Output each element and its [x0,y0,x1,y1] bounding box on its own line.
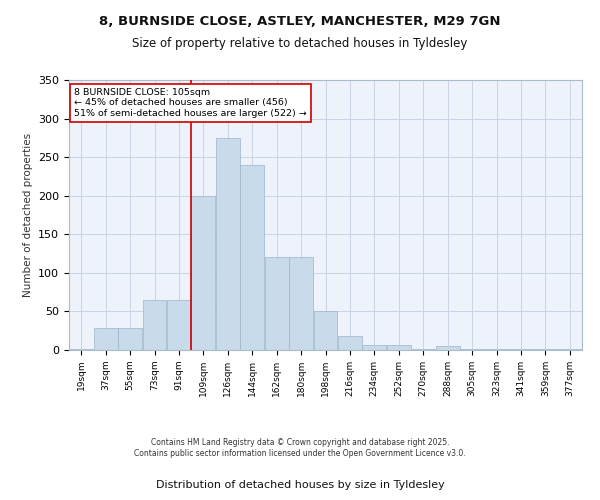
Bar [216,138,240,350]
Bar [485,349,508,350]
Bar [558,349,582,350]
Bar [411,349,435,350]
Bar [533,349,557,350]
Y-axis label: Number of detached properties: Number of detached properties [23,133,32,297]
Bar [191,196,215,350]
Bar [338,336,362,350]
Bar [436,346,460,350]
Bar [314,312,337,350]
Text: Distribution of detached houses by size in Tyldesley: Distribution of detached houses by size … [155,480,445,490]
Bar [460,349,484,350]
Bar [167,300,191,350]
Bar [94,328,118,350]
Bar [509,349,533,350]
Text: Size of property relative to detached houses in Tyldesley: Size of property relative to detached ho… [133,38,467,51]
Bar [387,346,411,350]
Bar [69,349,93,350]
Bar [265,258,289,350]
Bar [240,165,264,350]
Bar [362,346,386,350]
Text: Contains HM Land Registry data © Crown copyright and database right 2025.
Contai: Contains HM Land Registry data © Crown c… [134,438,466,458]
Text: 8, BURNSIDE CLOSE, ASTLEY, MANCHESTER, M29 7GN: 8, BURNSIDE CLOSE, ASTLEY, MANCHESTER, M… [99,15,501,28]
Bar [289,258,313,350]
Bar [143,300,166,350]
Bar [118,328,142,350]
Text: 8 BURNSIDE CLOSE: 105sqm
← 45% of detached houses are smaller (456)
51% of semi-: 8 BURNSIDE CLOSE: 105sqm ← 45% of detach… [74,88,307,118]
